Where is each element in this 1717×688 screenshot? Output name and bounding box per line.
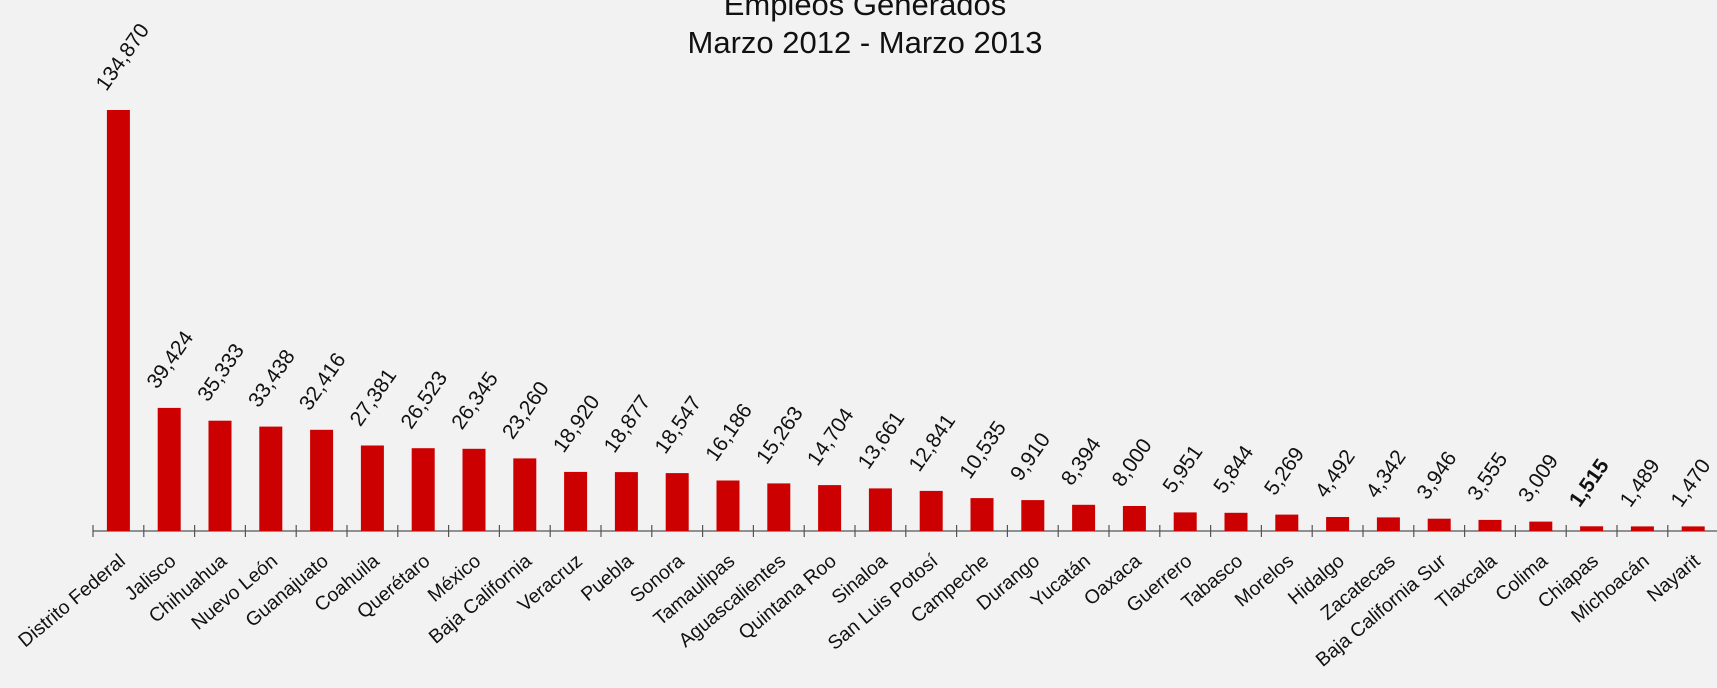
bar <box>513 458 537 531</box>
chart-subtitle: Marzo 2012 - Marzo 2013 <box>687 25 1043 60</box>
data-label: 4,492 <box>1311 446 1360 502</box>
data-label: 16,186 <box>701 400 757 466</box>
bar <box>564 471 588 531</box>
data-label: 39,424 <box>142 327 198 393</box>
bar <box>310 429 334 531</box>
data-label: 12,841 <box>904 410 960 476</box>
data-label: 13,661 <box>854 407 910 473</box>
bar <box>157 407 181 531</box>
data-label: 26,523 <box>396 367 452 433</box>
bar <box>208 420 232 531</box>
bar <box>1275 514 1299 531</box>
bar <box>970 498 994 531</box>
bar <box>259 426 283 531</box>
bar <box>665 473 689 531</box>
data-label: 18,877 <box>600 391 656 457</box>
bar <box>360 445 384 531</box>
bar <box>1072 504 1096 531</box>
data-label: 3,946 <box>1412 447 1461 503</box>
bar <box>1122 506 1146 531</box>
bar <box>1529 521 1553 531</box>
data-label: 26,345 <box>447 368 503 434</box>
bar <box>411 448 435 531</box>
data-label: 32,416 <box>295 349 351 415</box>
data-label: 1,515 <box>1565 455 1614 512</box>
data-label: 33,438 <box>244 346 300 412</box>
data-label: 8,394 <box>1057 433 1106 490</box>
data-label: 8,000 <box>1108 435 1157 491</box>
bar <box>767 483 791 531</box>
bar <box>919 490 943 531</box>
data-label: 23,260 <box>498 377 554 443</box>
data-label: 27,381 <box>346 365 402 431</box>
data-label: 18,920 <box>549 391 605 457</box>
bar <box>1224 512 1248 531</box>
bar <box>818 485 842 531</box>
bar <box>1173 512 1197 531</box>
chart-title-block: Empleos Generados Marzo 2012 - Marzo 201… <box>0 0 1717 62</box>
bar <box>614 472 638 531</box>
category-label: Puebla <box>577 550 638 606</box>
data-label: 5,269 <box>1260 443 1309 499</box>
data-label: 5,951 <box>1158 441 1207 497</box>
bar <box>1427 518 1451 531</box>
category-label: Morelos <box>1231 550 1298 612</box>
bar <box>106 110 130 531</box>
data-label: 1,470 <box>1666 455 1715 511</box>
bar <box>1580 526 1604 531</box>
data-label: 14,704 <box>803 404 859 470</box>
bar <box>1630 526 1654 531</box>
data-label: 15,263 <box>752 402 808 468</box>
data-label: 9,910 <box>1006 429 1055 485</box>
bar <box>1021 500 1045 531</box>
category-label: Nayarit <box>1643 550 1705 607</box>
bar <box>1681 526 1705 531</box>
bar <box>1478 519 1502 531</box>
bar <box>462 448 486 531</box>
data-label: 3,009 <box>1514 450 1563 506</box>
data-label: 134,870 <box>92 19 154 94</box>
bar <box>1326 517 1350 531</box>
chart-title: Empleos Generados <box>723 0 1007 22</box>
bar <box>868 488 892 531</box>
category-label: Distrito Federal <box>14 550 129 652</box>
data-label: 5,844 <box>1209 441 1258 498</box>
data-label: 35,333 <box>193 340 249 406</box>
data-label: 1,489 <box>1616 455 1665 511</box>
bar <box>1376 517 1400 531</box>
data-label: 4,342 <box>1362 446 1411 502</box>
data-label: 3,555 <box>1463 449 1512 505</box>
data-label: 10,535 <box>955 417 1011 483</box>
bar <box>716 480 740 531</box>
data-label: 18,547 <box>650 392 706 458</box>
